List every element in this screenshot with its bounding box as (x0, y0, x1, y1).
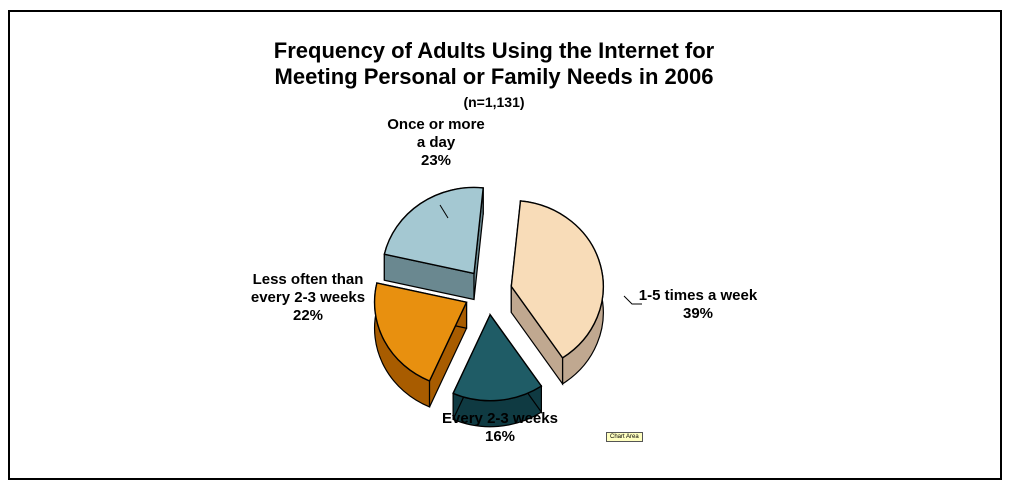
slice-2-label-line-0: Less often than (253, 271, 364, 288)
pie-slice-2 (373, 282, 468, 382)
leader-line-0 (623, 295, 642, 305)
chart-area-tooltip: Chart Area (606, 432, 643, 442)
slice-3-label-line-0: Once or more (387, 116, 485, 133)
pie-slice-3 (383, 186, 484, 275)
slice-1-label-line-0: Every 2-3 weeks (442, 410, 558, 427)
slice-0-label-line-0: 1-5 times a week (639, 287, 758, 304)
slice-1-percent-label: 16% (485, 428, 515, 445)
pie-slice-1 (452, 313, 543, 402)
slice-3-percent-label: 23% (421, 152, 451, 169)
leader-line-3 (439, 204, 449, 219)
chart-title: Frequency of Adults Using the Internet f… (10, 38, 978, 90)
slice-2-label-line-1: every 2-3 weeks (251, 289, 365, 306)
chart-title-line-1: Frequency of Adults Using the Internet f… (273, 38, 715, 63)
slice-0-percent-label: 39% (683, 305, 713, 322)
chart-title-line-2: Meeting Personal or Family Needs in 2006 (274, 64, 714, 89)
slice-3-label-line-1: a day (417, 134, 456, 151)
chart-frame: Frequency of Adults Using the Internet f… (8, 10, 1002, 480)
slice-2-percent-label: 22% (293, 307, 323, 324)
pie-slice-0 (510, 200, 604, 359)
chart-subtitle: (n=1,131) (463, 94, 525, 110)
